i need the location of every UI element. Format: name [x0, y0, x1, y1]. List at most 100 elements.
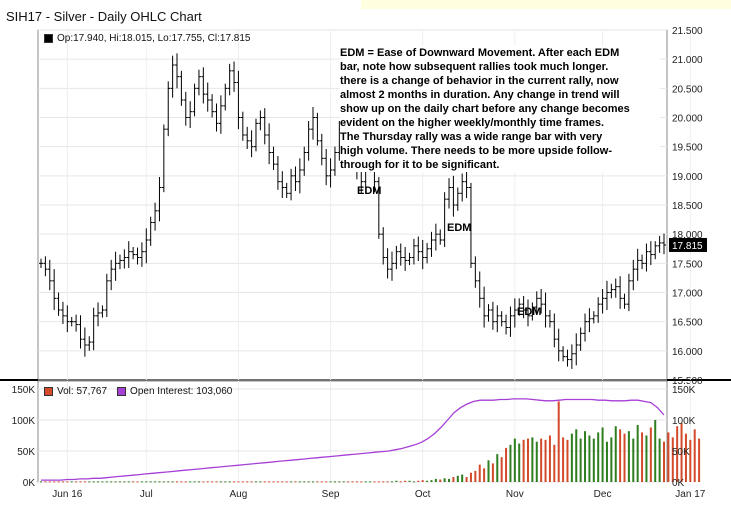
ohlc-bar: [87, 336, 92, 351]
ohlc-bar: [631, 259, 636, 291]
volume-bar: [513, 438, 516, 482]
ohlc-bar: [183, 91, 188, 126]
ohlc-bar: [253, 118, 258, 152]
ohlc-bar: [240, 111, 245, 141]
ohlc-bar: [166, 81, 171, 137]
volume-bar: [162, 481, 165, 483]
volume-bar: [579, 438, 582, 482]
ohlc-bar: [144, 228, 149, 264]
ohlc-bar: [43, 256, 48, 277]
ohlc-bar: [556, 328, 561, 362]
volume-bar: [338, 481, 341, 483]
ohlc-bar: [464, 171, 469, 198]
ohlc-bar: [499, 311, 504, 327]
ohlc-bar: [161, 124, 166, 193]
volume-bar: [693, 429, 696, 482]
volume-bar: [114, 481, 117, 483]
volume-bar: [483, 468, 486, 482]
volume-bar: [193, 481, 196, 483]
volume-bar: [132, 481, 135, 483]
volume-bar: [531, 437, 534, 482]
volume-bar: [268, 481, 271, 483]
volume-bar: [184, 481, 187, 483]
ohlc-bar: [547, 310, 552, 328]
volume-bar: [557, 401, 560, 482]
ohlc-bar: [504, 314, 509, 335]
volume-tick-label-left: 50K: [17, 447, 35, 458]
volume-bar: [342, 481, 345, 483]
volume-bar: [70, 481, 73, 483]
volume-bar: [325, 481, 328, 483]
volume-bar: [123, 481, 126, 483]
ohlc-bar: [227, 63, 232, 96]
x-tick-label: Jan 17: [675, 489, 705, 500]
volume-bar: [211, 481, 214, 483]
volume-bar: [491, 463, 494, 482]
price-tick-label: 21.000: [672, 55, 703, 66]
volume-tick-label-left: 0K: [23, 478, 36, 489]
ohlc-bar: [96, 302, 101, 327]
volume-bar: [351, 481, 354, 483]
volume-bar: [171, 481, 174, 483]
volume-bar: [584, 431, 587, 482]
volume-bar: [105, 481, 108, 483]
volume-bar: [285, 481, 288, 483]
price-legend: Op:17.940, Hi:18.015, Lo:17.755, Cl:17.8…: [44, 33, 250, 44]
volume-bar: [219, 481, 222, 483]
ohlc-bar: [600, 289, 605, 314]
volume-bar: [347, 481, 350, 483]
ohlc-bar: [635, 248, 640, 281]
volume-bar: [241, 481, 244, 483]
volume-bar: [189, 481, 192, 483]
volume-bar: [202, 481, 205, 483]
ohlc-bar: [126, 241, 131, 268]
ohlc-bar: [139, 242, 144, 267]
volume-bar: [540, 438, 543, 482]
last-price-label: 17.815: [672, 241, 703, 252]
ohlc-bar: [495, 305, 500, 333]
vol-label: Vol: 57,767: [57, 386, 108, 397]
volume-bar: [474, 470, 477, 482]
annotation-line: through for it to be significant.: [340, 159, 500, 171]
ohlc-bar: [411, 238, 416, 265]
volume-bar: [399, 481, 402, 483]
volume-bar: [79, 481, 82, 483]
volume-bar: [443, 478, 446, 482]
volume-bar: [509, 444, 512, 482]
volume-bar: [544, 439, 547, 482]
x-tick-label: Sep: [322, 489, 340, 500]
volume-bar: [570, 433, 573, 482]
ohlc-bar: [91, 307, 96, 351]
volume-bar: [395, 480, 398, 482]
volume-bar: [360, 481, 363, 483]
page-title: SIH17 - Silver - Daily OHLC Chart: [6, 9, 202, 24]
volume-bar: [44, 481, 47, 483]
ohlc-bar: [122, 249, 127, 269]
volume-bar: [605, 441, 608, 482]
ohlc-bar: [525, 299, 530, 327]
volume-tick-label-right: 50K: [672, 447, 690, 458]
ohlc-bar: [192, 83, 197, 117]
ohlc-bar: [451, 175, 456, 217]
volume-bar: [522, 439, 525, 482]
volume-bar: [390, 481, 393, 483]
volume-bar: [118, 481, 121, 483]
volume-bar: [461, 474, 464, 482]
volume-bar: [505, 447, 508, 482]
volume-bar: [663, 441, 665, 482]
x-tick-label: Jul: [140, 489, 153, 500]
volume-bar: [456, 475, 459, 482]
ohlc-bar: [188, 101, 193, 128]
volume-bar: [136, 481, 139, 483]
volume-bar: [645, 435, 648, 482]
ohlc-bar: [332, 146, 337, 176]
ohlc-bar: [438, 229, 443, 245]
volume-bar: [61, 481, 64, 483]
ohlc-bar: [618, 276, 623, 309]
price-tick-label: 15.500: [672, 376, 703, 387]
x-tick-label: Oct: [415, 489, 431, 500]
open-interest-line: [41, 398, 665, 481]
volume-bar: [649, 427, 652, 482]
ohlc-bar: [569, 344, 574, 369]
volume-bar: [680, 423, 683, 482]
